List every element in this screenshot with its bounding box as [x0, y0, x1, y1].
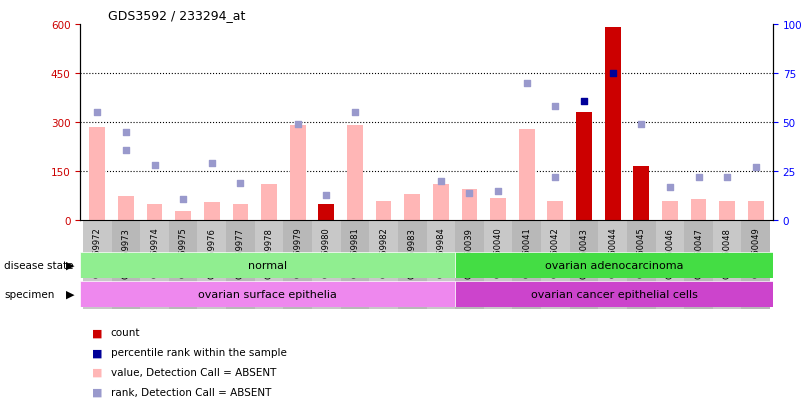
Text: percentile rank within the sample: percentile rank within the sample — [111, 347, 287, 357]
Bar — [175, 211, 191, 221]
Bar — [484, 221, 513, 309]
Bar — [713, 221, 742, 309]
Text: ■: ■ — [92, 387, 103, 397]
Bar — [80, 252, 456, 279]
Bar — [541, 221, 570, 309]
Bar — [198, 221, 226, 309]
Text: ■: ■ — [92, 328, 103, 337]
Bar — [634, 188, 649, 221]
Bar — [90, 128, 105, 221]
Bar — [548, 201, 563, 221]
Point — [119, 129, 132, 136]
Text: ■: ■ — [92, 347, 103, 357]
Point — [692, 174, 705, 181]
Bar — [605, 28, 621, 221]
Bar — [662, 201, 678, 221]
Bar — [398, 221, 426, 309]
Bar — [226, 221, 255, 309]
Bar — [369, 221, 398, 309]
Point — [463, 190, 476, 197]
Bar — [513, 221, 541, 309]
Point — [320, 192, 332, 199]
Point — [91, 110, 103, 116]
Text: ovarian cancer epithelial cells: ovarian cancer epithelial cells — [531, 289, 698, 299]
Bar — [347, 126, 363, 221]
Bar — [312, 221, 340, 309]
Bar — [456, 252, 773, 279]
Bar — [455, 221, 484, 309]
Bar — [433, 185, 449, 221]
Text: count: count — [111, 328, 140, 337]
Text: ▶: ▶ — [66, 289, 74, 299]
Point — [721, 174, 734, 181]
Bar — [80, 281, 456, 308]
Point — [521, 80, 533, 87]
Text: normal: normal — [248, 260, 288, 271]
Point — [177, 196, 190, 203]
Bar — [118, 197, 134, 221]
Bar — [284, 221, 312, 309]
Bar — [340, 221, 369, 309]
Bar — [598, 221, 627, 309]
Point — [348, 110, 361, 116]
Bar — [147, 204, 163, 221]
Bar — [204, 203, 219, 221]
Bar — [719, 201, 735, 221]
Bar — [255, 221, 284, 309]
Bar — [748, 201, 763, 221]
Point — [292, 121, 304, 128]
Bar — [319, 204, 334, 221]
Point — [492, 188, 505, 195]
Bar — [655, 221, 684, 309]
Bar — [634, 167, 649, 221]
Point — [635, 121, 648, 128]
Text: ovarian adenocarcinoma: ovarian adenocarcinoma — [545, 260, 683, 271]
Text: disease state: disease state — [4, 260, 74, 270]
Bar — [570, 221, 598, 309]
Bar — [742, 221, 770, 309]
Text: ovarian surface epithelia: ovarian surface epithelia — [199, 289, 337, 299]
Bar — [169, 221, 198, 309]
Bar — [83, 221, 111, 309]
Bar — [426, 221, 455, 309]
Bar — [111, 221, 140, 309]
Point — [434, 178, 447, 185]
Point — [549, 104, 562, 111]
Point — [578, 98, 590, 104]
Text: rank, Detection Call = ABSENT: rank, Detection Call = ABSENT — [111, 387, 271, 397]
Text: ▶: ▶ — [66, 260, 74, 270]
Bar — [405, 195, 420, 221]
Bar — [684, 221, 713, 309]
Bar — [456, 281, 773, 308]
Bar — [461, 190, 477, 221]
Bar — [261, 185, 277, 221]
Bar — [627, 221, 655, 309]
Point — [549, 174, 562, 181]
Bar — [232, 204, 248, 221]
Point — [148, 163, 161, 169]
Bar — [519, 129, 534, 221]
Bar — [576, 113, 592, 221]
Point — [750, 165, 763, 171]
Text: value, Detection Call = ABSENT: value, Detection Call = ABSENT — [111, 367, 276, 377]
Bar — [140, 221, 169, 309]
Point — [663, 184, 676, 191]
Point — [606, 71, 619, 77]
Text: ■: ■ — [92, 367, 103, 377]
Bar — [290, 126, 305, 221]
Text: specimen: specimen — [4, 289, 54, 299]
Point — [119, 147, 132, 154]
Text: GDS3592 / 233294_at: GDS3592 / 233294_at — [108, 9, 245, 22]
Bar — [690, 200, 706, 221]
Point — [205, 161, 218, 167]
Bar — [490, 198, 506, 221]
Point — [234, 180, 247, 187]
Bar — [376, 201, 392, 221]
